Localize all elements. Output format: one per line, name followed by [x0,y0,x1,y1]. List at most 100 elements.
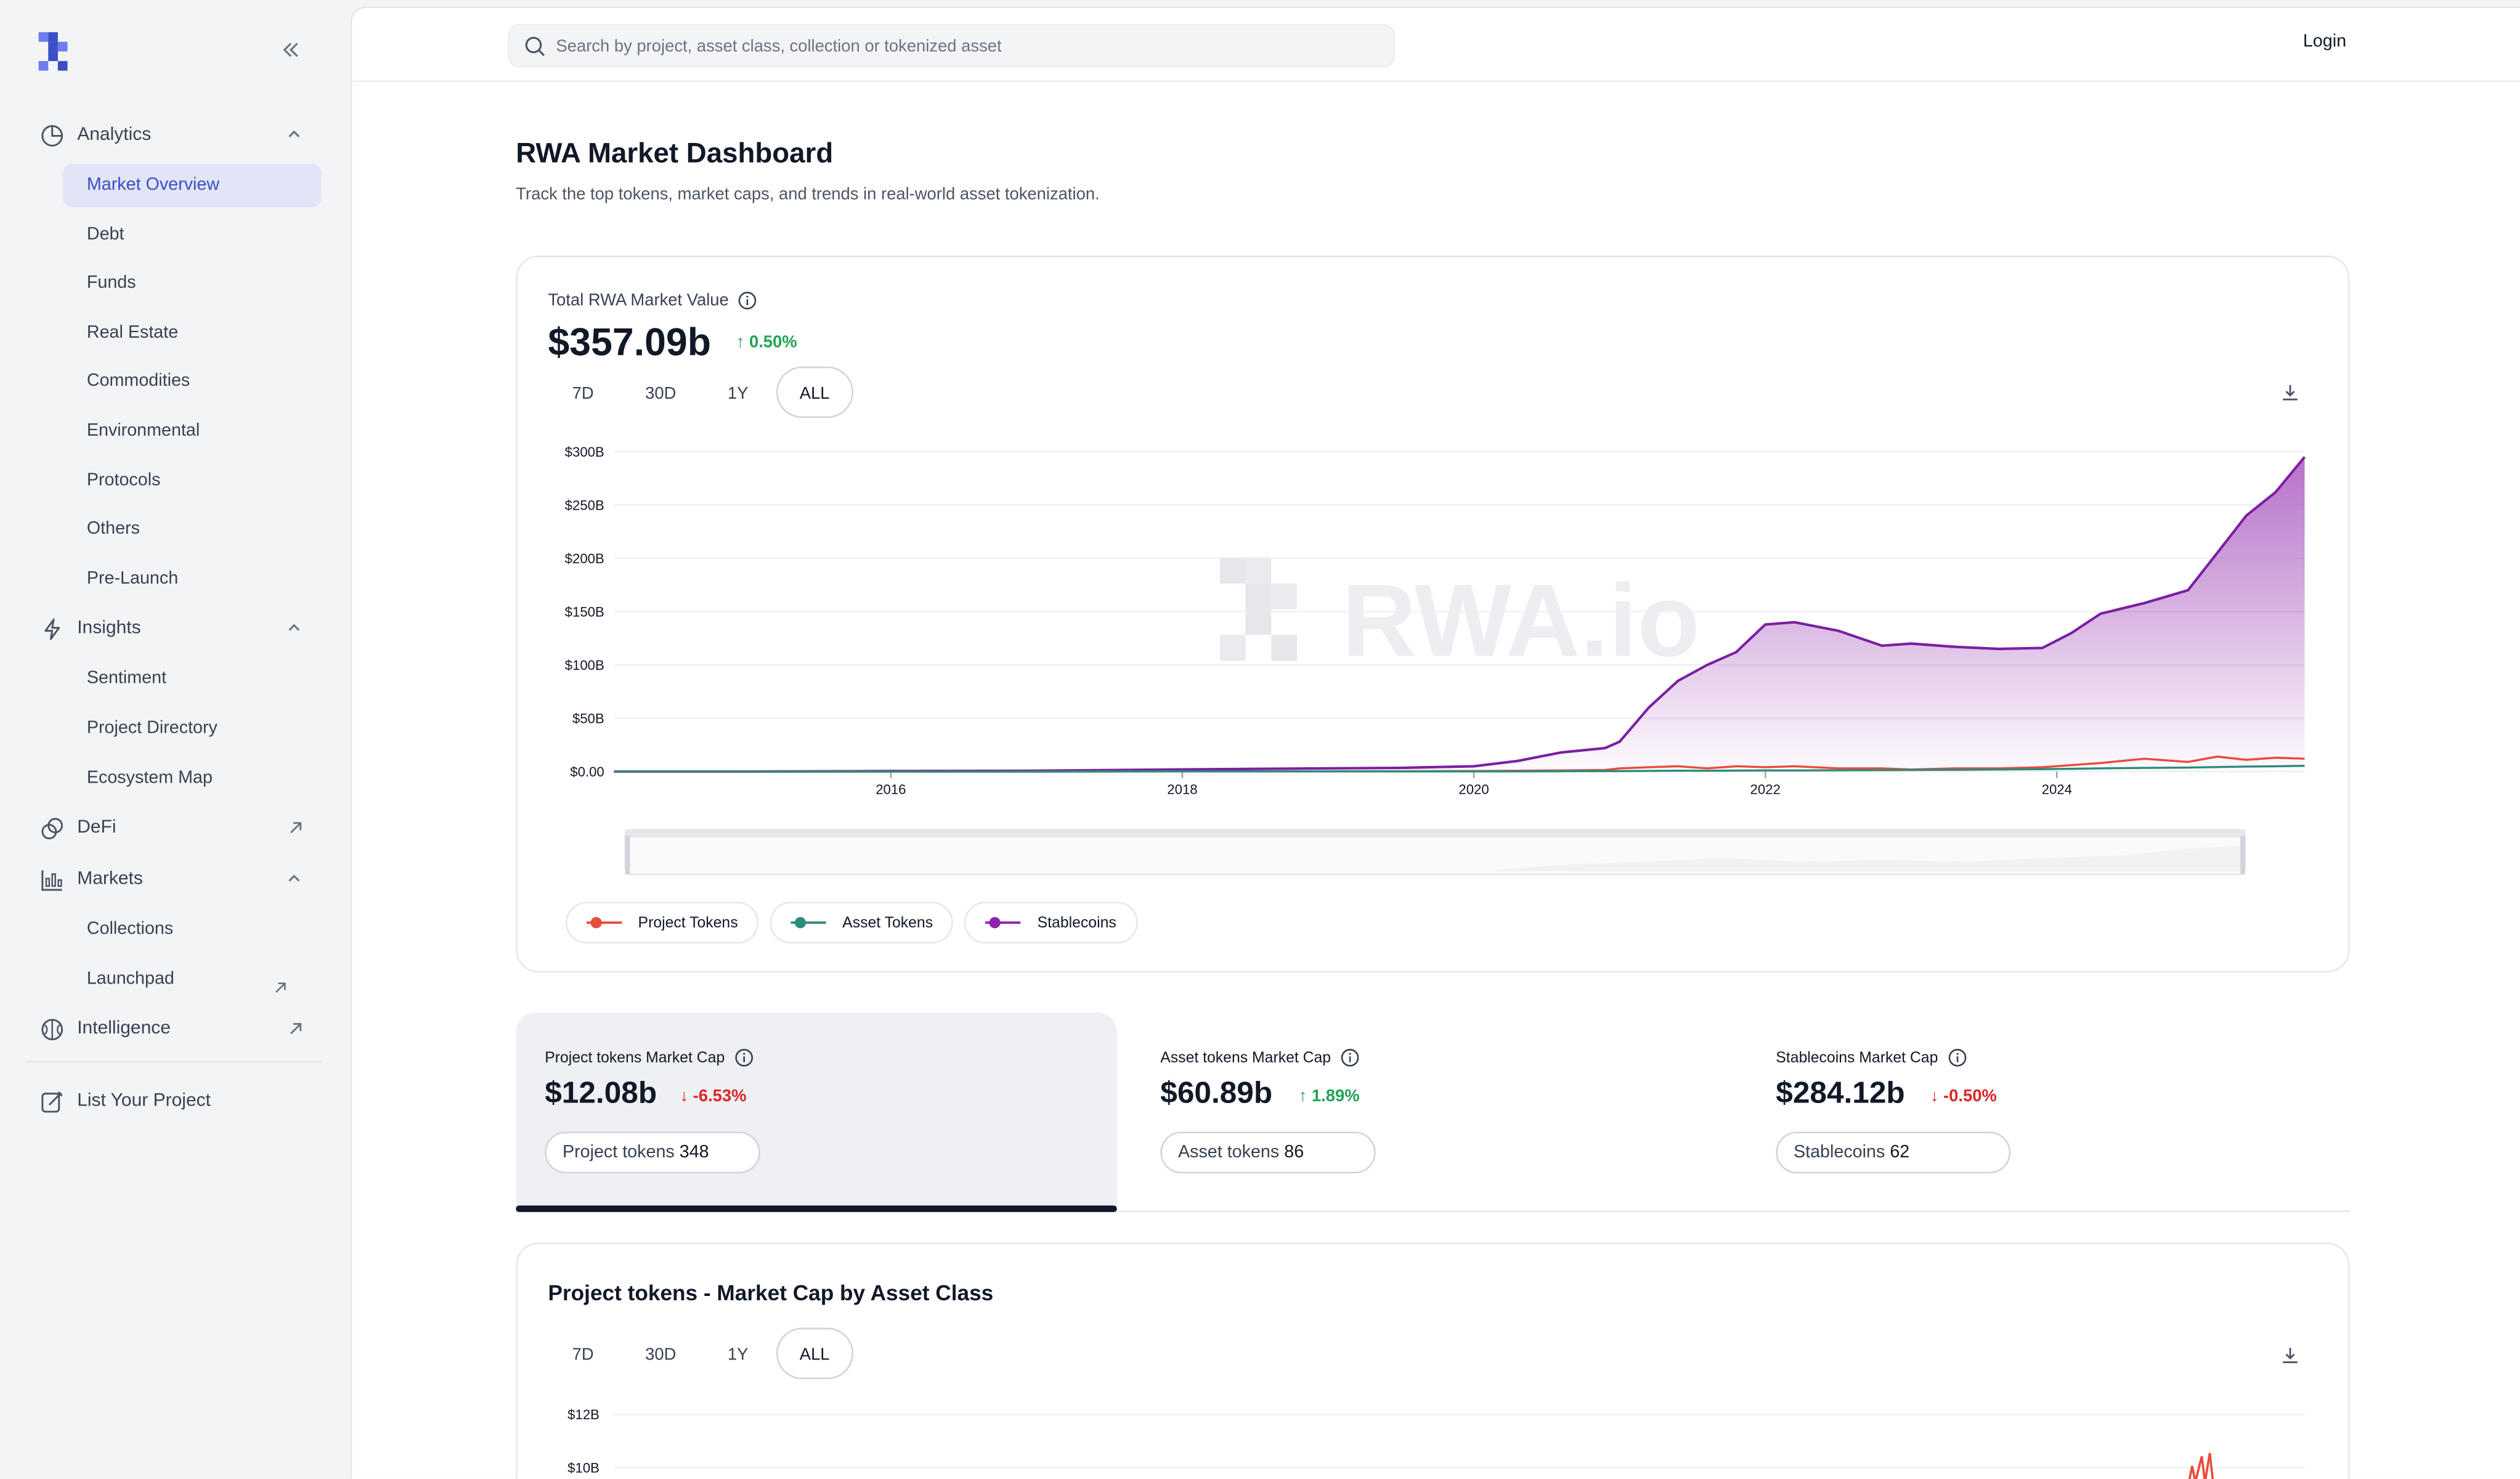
nav-group-markets[interactable]: Markets [26,857,322,902]
range-30d[interactable]: 30D [645,384,677,404]
sidebar-item-debt[interactable]: Debt [86,224,124,244]
stat-count-pill[interactable]: Stablecoins 62 [1776,1131,2011,1174]
sidebar-item-funds[interactable]: Funds [86,273,136,293]
y-tick-label: $250B [565,497,604,513]
nav-group-label: Insights [77,619,141,639]
stat-delta-value: -6.53% [693,1086,747,1106]
watermark-text: RWA.io [1342,563,1700,678]
total-market-delta: ↑ 0.50% [736,333,797,352]
download-icon[interactable] [2280,1345,2299,1364]
login-button[interactable]: Login [2303,32,2347,52]
pill-count: 86 [1284,1143,1304,1162]
project-tokens-line [2188,1453,2214,1479]
sidebar-item-protocols[interactable]: Protocols [86,470,161,490]
stat-count-pill[interactable]: Project tokens 348 [545,1131,760,1174]
download-icon[interactable] [2280,383,2299,402]
info-icon[interactable] [738,291,757,310]
y-tick-label: $200B [565,551,604,566]
arrow-up-icon: ↑ [736,332,745,352]
sidebar-item-collections[interactable]: Collections [86,919,174,939]
range-30d[interactable]: 30D [645,1345,677,1365]
collapse-sidebar-icon[interactable] [280,39,306,65]
total-market-value-card: Total RWA Market Value $357.09b ↑ 0.50% … [516,255,2351,973]
stat-tabs-divider [516,1210,2350,1212]
y-tick-label: $10B [567,1460,600,1475]
stat-label-text: Asset tokens Market Cap [1160,1048,1331,1067]
list-your-project-link[interactable]: List Your Project [26,1079,322,1124]
chevron-up-icon[interactable] [283,866,306,889]
legend-asset-tokens[interactable]: Asset Tokens [770,902,954,944]
sidebar-item-market-overview[interactable]: Market Overview [62,164,322,208]
brush-handle-right[interactable] [2240,836,2245,874]
sidebar-item-sentiment[interactable]: Sentiment [86,669,167,689]
edit-icon [39,1089,65,1115]
list-your-project-label: List Your Project [77,1091,211,1112]
sidebar-nav: Analytics Market Overview Debt Funds Rea… [25,113,322,1131]
stat-delta: ↓ -0.50% [1930,1086,1997,1106]
stablecoins-area [614,457,2305,772]
y-tick-label: $12B [567,1407,600,1422]
brush-handle-left[interactable] [625,836,630,874]
y-tick-label: $100B [565,658,604,673]
search-box[interactable] [508,24,1396,68]
pie-chart-icon [39,122,65,148]
asset-class-title: Project tokens - Market Cap by Asset Cla… [548,1281,994,1306]
stat-label-text: Project tokens Market Cap [545,1048,725,1067]
range-all[interactable]: ALL [775,1327,854,1380]
legend-label: Asset Tokens [842,913,933,932]
legend-project-tokens[interactable]: Project Tokens [566,902,759,944]
nav-group-insights[interactable]: Insights [26,606,322,651]
pill-label: Asset tokens [1177,1143,1280,1162]
sidebar-item-pre-launch[interactable]: Pre-Launch [86,568,179,589]
market-value-chart[interactable]: $0.00 $50B $100B $150B $200B $250B $300B 2016 2… [518,257,2351,900]
stat-label: Asset tokens Market Cap [1160,1048,1360,1067]
stat-value: $12.08b [545,1077,657,1111]
y-tick-label: $50B [572,711,604,726]
sidebar-item-ecosystem-map[interactable]: Ecosystem Map [86,767,213,787]
y-tick-label: $300B [565,444,604,460]
sidebar-item-others[interactable]: Others [86,519,140,539]
nav-group-analytics[interactable]: Analytics [26,113,322,158]
top-bar: Login [352,8,2520,83]
sidebar: Analytics Market Overview Debt Funds Rea… [0,0,351,1479]
nav-group-label: Analytics [77,125,152,145]
brain-icon [39,1016,65,1042]
chevron-up-icon[interactable] [283,122,306,145]
sidebar-item-environmental[interactable]: Environmental [86,421,200,441]
external-link-icon [286,817,305,836]
info-icon[interactable] [1341,1048,1360,1067]
x-tick-label: 2020 [1458,782,1489,797]
legend-stablecoins[interactable]: Stablecoins [965,902,1137,944]
stat-tab-project-tokens[interactable]: Project tokens Market Cap $12.08b ↓ -6.5… [516,1012,1117,1209]
nav-group-intelligence[interactable]: Intelligence [26,1007,322,1052]
range-7d[interactable]: 7D [572,384,594,404]
stat-tab-stablecoins[interactable]: Stablecoins Market Cap $284.12b ↓ -0.50%… [1747,1012,2348,1208]
range-selector: 7D 30D 1Y ALL [548,366,856,418]
stat-tab-asset-tokens[interactable]: Asset tokens Market Cap $60.89b ↑ 1.89% … [1131,1012,1733,1208]
search-icon [524,35,547,57]
sidebar-item-project-directory[interactable]: Project Directory [86,718,217,738]
external-link-icon [286,1018,305,1037]
rwa-logo-icon[interactable] [38,32,68,71]
range-brush[interactable] [624,828,2246,876]
asset-class-chart[interactable]: $12B $10B [518,1244,2351,1479]
nav-group-defi[interactable]: DeFi [26,805,322,850]
range-1y[interactable]: 1Y [727,1345,749,1365]
range-all[interactable]: ALL [775,366,854,418]
sidebar-divider [25,1061,322,1063]
sidebar-item-commodities[interactable]: Commodities [86,372,190,391]
sidebar-item-real-estate[interactable]: Real Estate [86,322,179,343]
range-7d[interactable]: 7D [572,1345,594,1365]
info-icon[interactable] [1948,1048,1967,1067]
pill-label: Project tokens [562,1143,675,1162]
sidebar-item-launchpad[interactable]: Launchpad [63,958,322,1001]
range-1y[interactable]: 1Y [727,384,749,404]
y-tick-label: $150B [565,604,604,619]
y-tick-label: $0.00 [570,764,604,780]
stat-count-pill[interactable]: Asset tokens 86 [1160,1131,1376,1174]
pill-count: 62 [1890,1143,1910,1162]
stat-value: $284.12b [1776,1077,1905,1111]
search-input[interactable] [556,36,1360,55]
info-icon[interactable] [734,1048,754,1067]
chevron-up-icon[interactable] [283,616,306,639]
